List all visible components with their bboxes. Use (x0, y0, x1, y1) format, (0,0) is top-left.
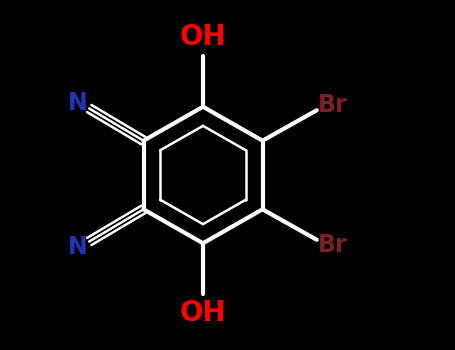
Text: Br: Br (318, 233, 347, 257)
Text: OH: OH (180, 299, 226, 327)
Text: Br: Br (318, 93, 347, 117)
Text: N: N (68, 235, 87, 259)
Text: N: N (68, 91, 87, 115)
Text: OH: OH (180, 23, 226, 51)
